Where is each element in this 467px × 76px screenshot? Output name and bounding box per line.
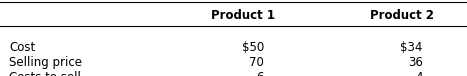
Text: 70: 70 (249, 56, 264, 69)
Text: $34: $34 (400, 41, 423, 54)
Text: 6: 6 (256, 71, 264, 76)
Text: Cost: Cost (9, 41, 35, 54)
Text: Product 2: Product 2 (369, 9, 434, 22)
Text: Product 1: Product 1 (211, 9, 275, 22)
Text: $50: $50 (241, 41, 264, 54)
Text: 36: 36 (408, 56, 423, 69)
Text: 4: 4 (415, 71, 423, 76)
Text: Selling price: Selling price (9, 56, 82, 69)
Text: Costs to sell: Costs to sell (9, 71, 81, 76)
